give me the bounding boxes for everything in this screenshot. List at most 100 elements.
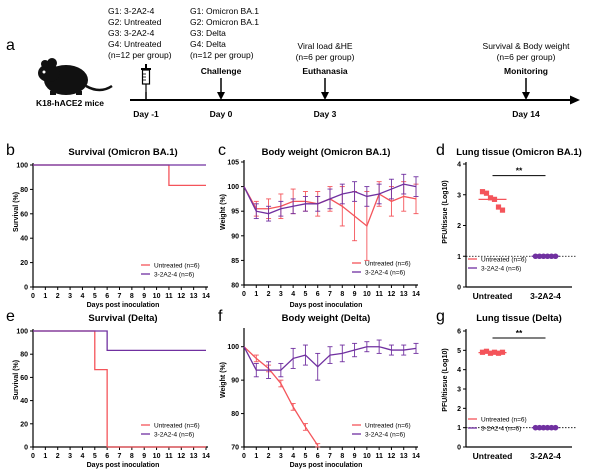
x-tick-label-f: 1 — [254, 453, 258, 460]
x-tick-label-e: 9 — [142, 453, 146, 460]
x-tick-label-b: 0 — [31, 293, 35, 300]
groups-mid-5: (n=12 per group) — [190, 50, 254, 60]
y-tick-label-c: 90 — [231, 233, 239, 240]
panel-letter-b: b — [6, 142, 15, 159]
panel-c-ylabel: Weight (%) — [220, 194, 227, 230]
series-line-b — [33, 164, 206, 187]
y-tick-label-b: 100 — [16, 163, 28, 170]
legend-label-c: 3-2A2-4 (n=6) — [365, 269, 405, 276]
x-tick-label-f: 12 — [388, 453, 396, 460]
x-tick-label-c: 8 — [340, 291, 344, 298]
x-tick-label-e: 6 — [105, 453, 109, 460]
x-tick-label-f: 10 — [363, 453, 371, 460]
y-tick-label-b: 20 — [20, 260, 28, 267]
x-tick-label-e: 1 — [43, 453, 47, 460]
x-tick-label-b: 14 — [202, 293, 210, 300]
y-tick-label-d: 2 — [457, 223, 461, 230]
groups-mid-2: G2: Omicron BA.1 — [190, 17, 259, 27]
panel-g-ylabel: PFU/tissue (Log10) — [442, 348, 449, 411]
panel-f-text: f Body weight (Delta) Weight (%) Days po… — [218, 308, 370, 469]
panel-c-xlabel: Days post inoculation — [290, 302, 363, 309]
legend-label-f: 3-2A2-4 (n=6) — [365, 431, 405, 438]
x-tick-label-f: 7 — [328, 453, 332, 460]
x-tick-label-e: 13 — [190, 453, 198, 460]
y-tick-label-b: 40 — [20, 236, 28, 243]
timeline-panel: a K18-hACE2 mice G1: 3-2A2-4 G2: Untreat… — [6, 6, 580, 119]
y-tick-label-g: 0 — [457, 445, 461, 452]
data-point-d — [483, 190, 490, 196]
groups-mid-4: G4: Delta — [190, 39, 226, 49]
y-tick-label-e: 20 — [20, 421, 28, 428]
x-tick-label-b: 2 — [56, 293, 60, 300]
x-tick-label-b: 11 — [165, 293, 173, 300]
mouse-silhouette-icon — [38, 58, 113, 95]
panel-letter-e: e — [6, 308, 15, 325]
legend-label-c: Untreated (n=6) — [365, 260, 411, 267]
x-tick-label-c: 6 — [316, 291, 320, 298]
y-tick-label-d: 0 — [457, 285, 461, 292]
panel-f-title: Body weight (Delta) — [282, 313, 371, 324]
x-tick-label-e: 10 — [153, 453, 161, 460]
category-label-d: Untreated — [473, 291, 513, 301]
x-tick-label-f: 11 — [375, 453, 383, 460]
syringe-icon — [141, 64, 151, 92]
panel-e-ylabel: Survival (%) — [13, 360, 20, 400]
x-tick-label-b: 12 — [177, 293, 185, 300]
x-tick-label-e: 12 — [177, 453, 185, 460]
significance-label-g: ** — [516, 328, 523, 338]
x-tick-label-b: 1 — [43, 293, 47, 300]
label-challenge: Challenge — [201, 66, 242, 76]
y-tick-label-f: 90 — [231, 378, 239, 385]
y-tick-label-e: 100 — [16, 329, 28, 336]
panel-e-text: e Survival (Delta) Survival (%) Days pos… — [6, 308, 159, 469]
panel-b-xlabel: Days post inoculation — [87, 302, 160, 309]
y-tick-label-g: 2 — [457, 406, 461, 413]
category-label-g: 3-2A2-4 — [530, 451, 561, 461]
y-tick-label-e: 40 — [20, 398, 28, 405]
x-tick-label-f: 0 — [242, 453, 246, 460]
legend-label-e: Untreated (n=6) — [154, 422, 200, 429]
x-tick-label-c: 1 — [254, 291, 258, 298]
y-tick-label-b: 0 — [24, 285, 28, 292]
y-tick-label-f: 70 — [231, 445, 239, 452]
x-tick-label-c: 5 — [303, 291, 307, 298]
y-tick-label-e: 60 — [20, 375, 28, 382]
x-tick-label-b: 4 — [80, 293, 84, 300]
y-tick-label-b: 80 — [20, 187, 28, 194]
label-viral-2: (n=6 per group) — [296, 52, 355, 62]
data-point-g — [483, 348, 490, 354]
x-tick-label-e: 5 — [93, 453, 97, 460]
x-tick-label-b: 5 — [93, 293, 97, 300]
legend-label-e: 3-2A2-4 (n=6) — [154, 431, 194, 438]
x-tick-label-c: 4 — [291, 291, 295, 298]
x-tick-label-e: 7 — [118, 453, 122, 460]
series-line-f — [243, 346, 319, 446]
label-monitoring: Monitoring — [504, 66, 548, 76]
arrowhead-day-14 — [522, 92, 530, 100]
y-tick-label-g: 5 — [457, 348, 461, 355]
groups-left-3: G3: 3-2A2-4 — [108, 28, 155, 38]
panel-b-ylabel: Survival (%) — [13, 192, 20, 232]
x-tick-label-e: 11 — [165, 453, 173, 460]
x-tick-label-e: 0 — [31, 453, 35, 460]
y-tick-label-c: 105 — [227, 160, 239, 167]
legend-label-b: 3-2A2-4 (n=6) — [154, 271, 194, 278]
y-tick-label-f: 80 — [231, 411, 239, 418]
arrowhead-day-3 — [321, 92, 329, 100]
x-tick-label-f: 9 — [353, 453, 357, 460]
panel-letter-a: a — [6, 37, 15, 54]
panel-c-text: c Body weight (Omicron BA.1) Weight (%) … — [218, 142, 390, 309]
panel-e-xlabel: Days post inoculation — [87, 462, 160, 469]
legend-label-d: Untreated (n=6) — [481, 256, 527, 263]
y-tick-label-e: 0 — [24, 445, 28, 452]
x-tick-label-b: 8 — [130, 293, 134, 300]
y-tick-label-c: 100 — [227, 184, 239, 191]
panel-g-title: Lung tissue (Delta) — [476, 313, 562, 324]
panel-b-text: b Survival (Omicron BA.1) Survival (%) D… — [6, 142, 178, 309]
x-tick-label-e: 3 — [68, 453, 72, 460]
x-tick-label-c: 12 — [388, 291, 396, 298]
x-tick-label-b: 10 — [153, 293, 161, 300]
x-tick-label-c: 3 — [279, 291, 283, 298]
